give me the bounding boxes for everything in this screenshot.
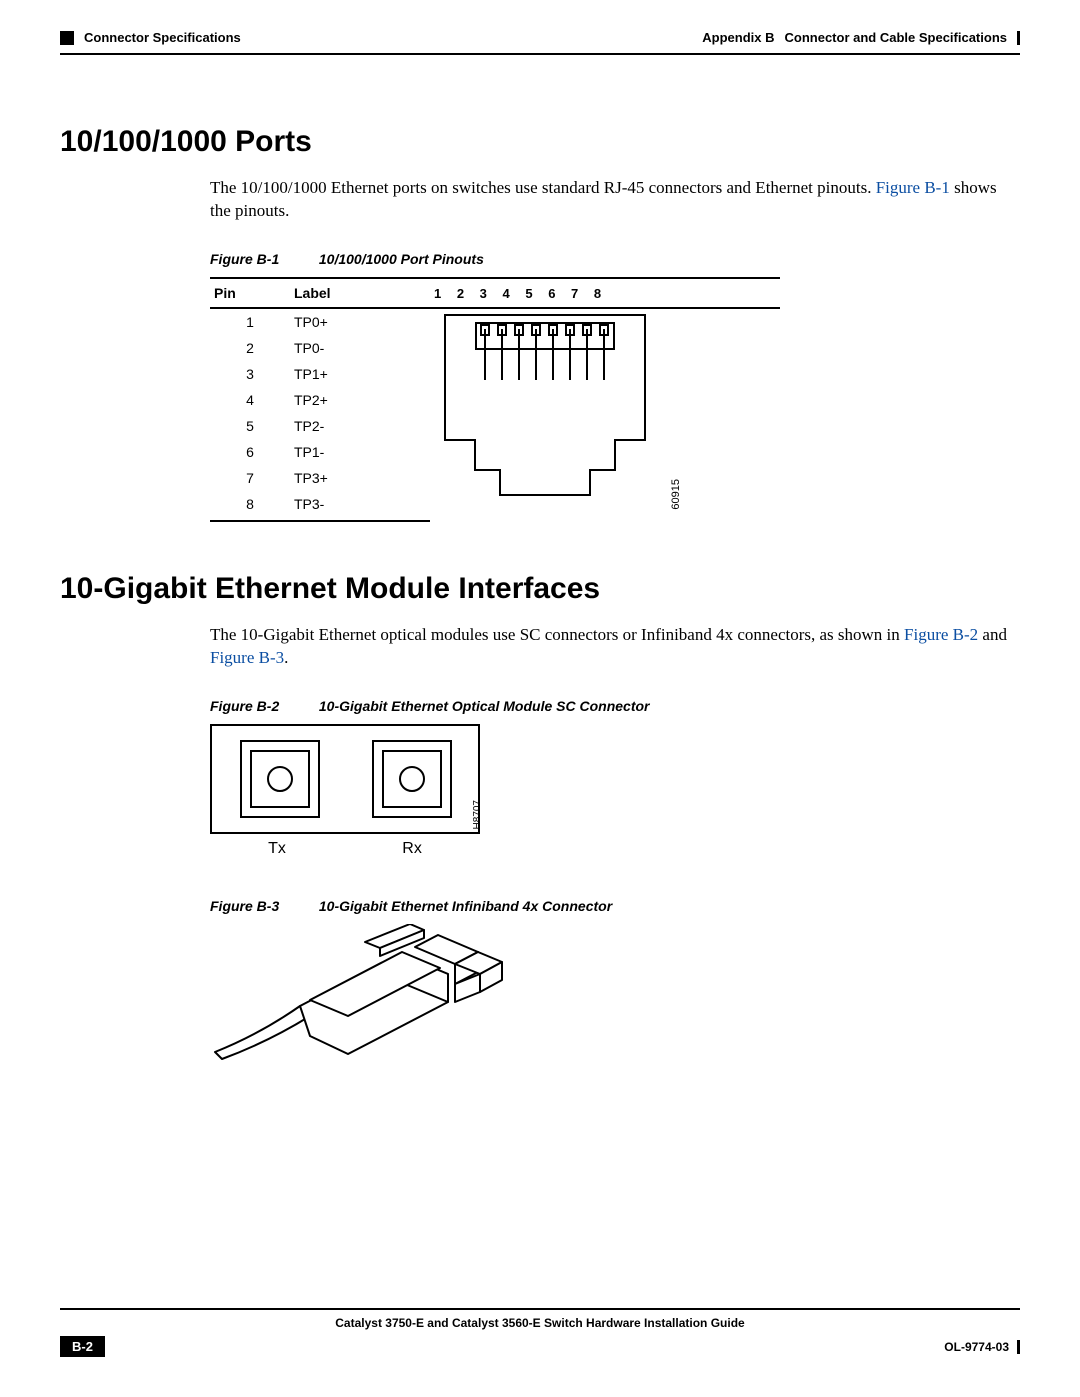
sc-port-tx xyxy=(240,740,320,818)
header-bar-icon xyxy=(1017,31,1020,45)
sc-label-tx: Tx xyxy=(268,840,286,858)
link-figure-b1[interactable]: Figure B-1 xyxy=(876,178,950,197)
header-right: Appendix B Connector and Cable Specifica… xyxy=(702,30,1020,45)
cell-pin: 4 xyxy=(210,387,290,413)
pinout-table-wrap: Pin Label 1 2 3 4 5 6 7 8 1 TP0+ xyxy=(210,277,780,522)
page: Connector Specifications Appendix B Conn… xyxy=(0,0,1080,1397)
sc-connector-figure: H8707 Tx Rx xyxy=(210,724,480,858)
cell-pin: 8 xyxy=(210,491,290,521)
footer: Catalyst 3750-E and Catalyst 3560-E Swit… xyxy=(60,1308,1020,1357)
p1-a: The 10/100/1000 Ethernet ports on switch… xyxy=(210,178,876,197)
section-heading-10g: 10-Gigabit Ethernet Module Interfaces xyxy=(60,572,1020,606)
th-label: Label xyxy=(290,278,430,308)
cell-label: TP0+ xyxy=(290,308,430,335)
section-heading-ports: 10/100/1000 Ports xyxy=(60,125,1020,159)
cell-label: TP1+ xyxy=(290,361,430,387)
header-left: Connector Specifications xyxy=(60,30,241,45)
figure-b1-caption: Figure B-1 10/100/1000 Port Pinouts xyxy=(210,251,1020,267)
sc-port-rx xyxy=(372,740,452,818)
cell-pin: 6 xyxy=(210,439,290,465)
sc-fiber-hole-icon xyxy=(267,766,293,792)
cell-label: TP3+ xyxy=(290,465,430,491)
cell-pin: 1 xyxy=(210,308,290,335)
doc-id-text: OL-9774-03 xyxy=(944,1340,1009,1354)
header-appendix: Appendix B xyxy=(702,30,774,45)
table-row: 1 TP0+ xyxy=(210,308,780,335)
cell-pin: 2 xyxy=(210,335,290,361)
header-block-icon xyxy=(60,31,74,45)
sc-fiber-hole-icon xyxy=(399,766,425,792)
figure-b2-title: 10-Gigabit Ethernet Optical Module SC Co… xyxy=(319,698,650,714)
sc-connector-body: H8707 xyxy=(210,724,480,834)
sc-labels: Tx Rx xyxy=(210,840,480,858)
p2-end: . xyxy=(284,648,288,667)
section1-paragraph: The 10/100/1000 Ethernet ports on switch… xyxy=(210,177,1010,223)
figure-b3-title: 10-Gigabit Ethernet Infiniband 4x Connec… xyxy=(319,898,612,914)
cell-pin: 7 xyxy=(210,465,290,491)
figure-b1-label: Figure B-1 xyxy=(210,251,315,267)
header-section: Connector Specifications xyxy=(84,30,241,45)
figure-b3-caption: Figure B-3 10-Gigabit Ethernet Infiniban… xyxy=(210,898,1020,914)
figure-b2-code: H8707 xyxy=(472,800,483,829)
footer-rule xyxy=(60,1308,1020,1310)
cell-label: TP3- xyxy=(290,491,430,521)
p2-a: The 10-Gigabit Ethernet optical modules … xyxy=(210,625,904,644)
running-header: Connector Specifications Appendix B Conn… xyxy=(60,30,1020,51)
cell-label: TP1- xyxy=(290,439,430,465)
footer-bottom: B-2 OL-9774-03 xyxy=(60,1336,1020,1357)
infiniband-figure xyxy=(210,924,510,1064)
figure-b3-label: Figure B-3 xyxy=(210,898,315,914)
cell-label: TP2+ xyxy=(290,387,430,413)
footer-guide-title: Catalyst 3750-E and Catalyst 3560-E Swit… xyxy=(60,1310,1020,1330)
header-rule xyxy=(60,53,1020,55)
cell-label: TP0- xyxy=(290,335,430,361)
cell-pin: 3 xyxy=(210,361,290,387)
page-number-badge: B-2 xyxy=(60,1336,105,1357)
p2-mid: and xyxy=(978,625,1007,644)
rj45-diagram-cell: 60915 xyxy=(430,308,780,521)
figure-b2-caption: Figure B-2 10-Gigabit Ethernet Optical M… xyxy=(210,698,1020,714)
th-pin: Pin xyxy=(210,278,290,308)
link-figure-b2[interactable]: Figure B-2 xyxy=(904,625,978,644)
infiniband-svg xyxy=(210,924,510,1064)
cell-label: TP2- xyxy=(290,413,430,439)
figure-b1-title: 10/100/1000 Port Pinouts xyxy=(319,251,484,267)
figure-b1-code: 60915 xyxy=(670,479,682,510)
rj45-diagram: 60915 xyxy=(430,285,660,510)
doc-id: OL-9774-03 xyxy=(944,1340,1020,1354)
pinout-table: Pin Label 1 2 3 4 5 6 7 8 1 TP0+ xyxy=(210,277,780,522)
rj45-svg xyxy=(430,285,660,510)
cell-pin: 5 xyxy=(210,413,290,439)
section2-paragraph: The 10-Gigabit Ethernet optical modules … xyxy=(210,624,1010,670)
figure-b2-label: Figure B-2 xyxy=(210,698,315,714)
header-appendix-title: Connector and Cable Specifications xyxy=(785,30,1008,45)
link-figure-b3[interactable]: Figure B-3 xyxy=(210,648,284,667)
footer-bar-icon xyxy=(1017,1340,1020,1354)
sc-label-rx: Rx xyxy=(402,840,422,858)
